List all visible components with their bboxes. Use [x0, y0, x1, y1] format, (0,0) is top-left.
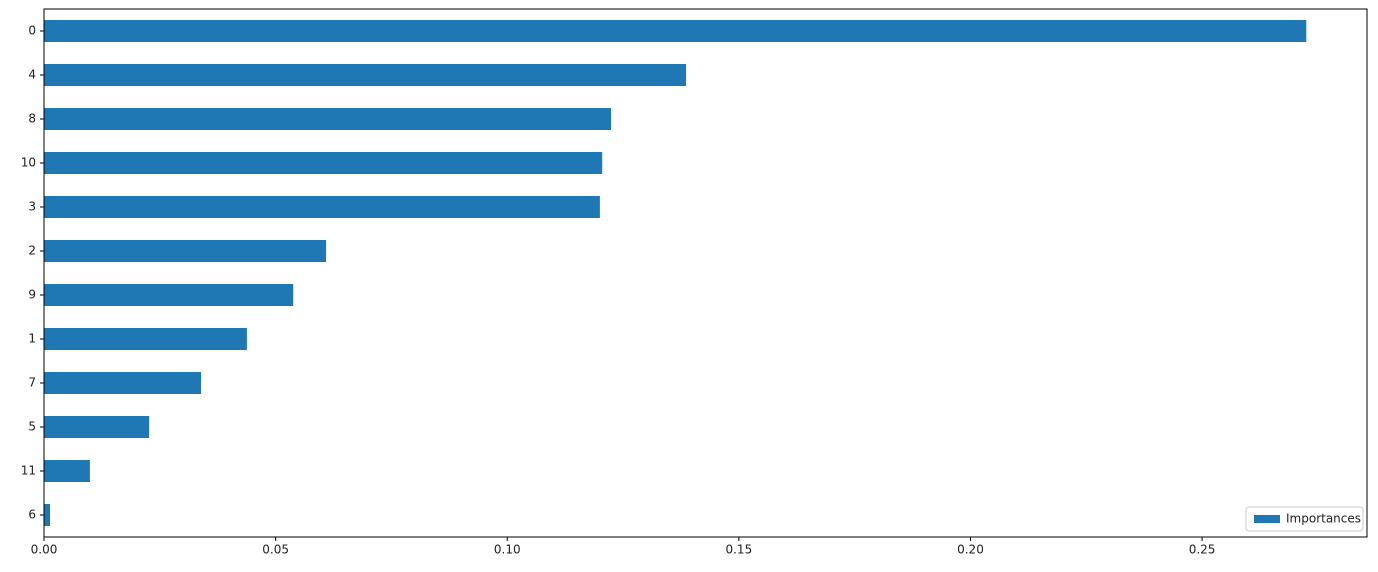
bar	[44, 196, 600, 218]
y-tick-label: 1	[28, 332, 36, 346]
y-tick-label: 0	[28, 24, 36, 38]
x-tick-label: 0.00	[31, 543, 58, 557]
bar	[44, 20, 1307, 42]
y-tick-label: 9	[28, 288, 36, 302]
legend-label: Importances	[1286, 512, 1361, 526]
x-tick-label: 0.25	[1189, 543, 1216, 557]
legend-swatch	[1254, 515, 1280, 523]
bar	[44, 372, 202, 394]
y-tick-label: 7	[28, 376, 36, 390]
x-tick-label: 0.15	[725, 543, 752, 557]
x-tick-label: 0.20	[957, 543, 984, 557]
bar	[44, 328, 247, 350]
y-tick-label: 4	[28, 68, 36, 82]
y-tick-label: 11	[21, 464, 36, 478]
legend-box	[1245, 506, 1364, 532]
bar	[44, 64, 687, 86]
y-tick-label: 6	[28, 508, 36, 522]
y-tick-label: 10	[21, 156, 36, 170]
bar	[44, 416, 150, 438]
y-tick-label: 8	[28, 112, 36, 126]
bar	[44, 460, 90, 482]
x-tick-label: 0.05	[262, 543, 289, 557]
bar	[44, 108, 611, 130]
bar	[44, 504, 51, 526]
y-tick-label: 2	[28, 244, 36, 258]
bar	[44, 284, 294, 306]
plot-frame	[43, 8, 1368, 538]
y-tick-label: 5	[28, 420, 36, 434]
x-tick-label: 0.10	[494, 543, 521, 557]
bar	[44, 152, 603, 174]
bar	[44, 240, 327, 262]
y-tick-label: 3	[28, 200, 36, 214]
